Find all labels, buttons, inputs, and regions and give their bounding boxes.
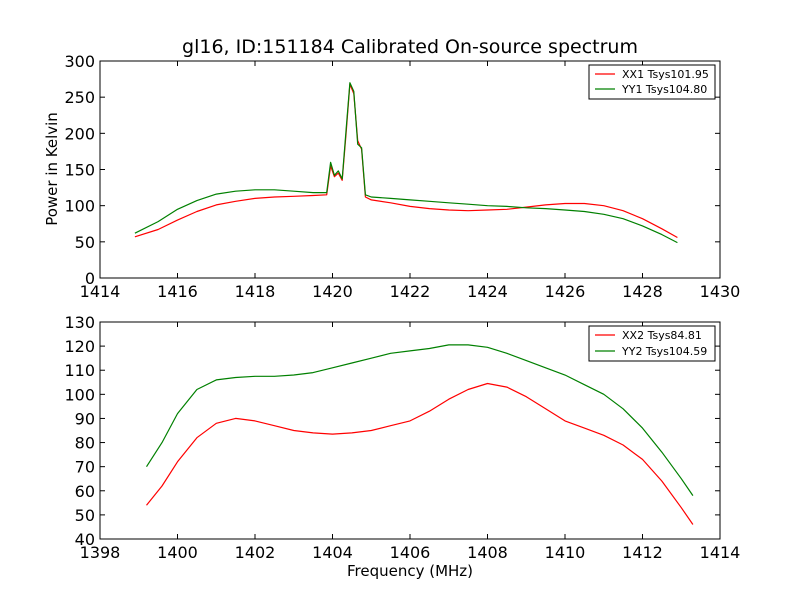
x-tick-label: 1402 [235, 543, 276, 562]
y-tick-label: 110 [64, 361, 95, 380]
legend: XX2 Tsys84.81 YY2 Tsys104.59 [588, 325, 716, 362]
y-tick-label: 130 [64, 313, 95, 332]
y-tick-label: 90 [75, 409, 95, 428]
y-tick-label: 80 [75, 434, 95, 453]
x-tick-label: 1424 [467, 282, 508, 301]
legend-label-xx1: XX1 Tsys101.95 [622, 68, 709, 81]
y-tick-label: 50 [75, 506, 95, 525]
series-layer [134, 82, 678, 244]
x-tick-label: 1400 [157, 543, 198, 562]
y-tick-label: 60 [75, 482, 95, 501]
plot-frame [99, 321, 721, 540]
x-tick-label: 1404 [312, 543, 353, 562]
series-line-yy1 [134, 82, 678, 244]
y-tick-label: 250 [64, 88, 95, 107]
y-tick-label: 100 [64, 385, 95, 404]
legend-label-xx2: XX2 Tsys84.81 [622, 329, 702, 342]
y-tick-label: 0 [85, 269, 95, 288]
ticks-layer: 1398 1400 1402 1404 1406 1408 1410 1412 1414 40 50… [64, 313, 740, 562]
legend-label-yy1: YY1 Tsys104.80 [621, 83, 707, 96]
plot-frame [99, 60, 721, 279]
series-line-yy2 [145, 344, 694, 496]
legend: XX1 Tsys101.95 YY1 Tsys104.80 [588, 64, 716, 100]
y-tick-label: 50 [75, 233, 95, 252]
legend-label-yy2: YY2 Tsys104.59 [621, 345, 707, 358]
y-tick-label: 100 [64, 197, 95, 216]
x-tick-label: 1420 [312, 282, 353, 301]
x-tick-label: 1414 [700, 543, 741, 562]
y-tick-label: 200 [64, 124, 95, 143]
y-tick-label: 150 [64, 161, 95, 180]
y-axis-label: Power in Kelvin [43, 112, 61, 226]
x-tick-label: 1414 [80, 282, 121, 301]
x-tick-label: 1430 [700, 282, 741, 301]
legend-box [588, 64, 716, 100]
x-axis-label: Frequency (MHz) [347, 562, 473, 580]
x-tick-label: 1410 [545, 543, 586, 562]
x-tick-label: 1398 [80, 543, 121, 562]
bottom-chart: Frequency (MHz) 1398 1400 1402 1404 1406 1408… [64, 313, 740, 580]
x-tick-label: 1426 [545, 282, 586, 301]
y-tick-label: 70 [75, 458, 95, 477]
x-tick-label: 1416 [157, 282, 198, 301]
x-tick-label: 1422 [390, 282, 431, 301]
x-tick-label: 1408 [467, 543, 508, 562]
x-tick-label: 1412 [622, 543, 663, 562]
top-chart: gl16, ID:151184 Calibrated On-source spe… [43, 36, 740, 301]
series-line-xx2 [146, 382, 694, 525]
chart-title: gl16, ID:151184 Calibrated On-source spe… [182, 36, 638, 58]
y-tick-label: 40 [75, 530, 95, 549]
ticks-layer: 1414 1416 1418 1420 1422 1424 1426 1428 1430 0 50 1… [64, 52, 740, 301]
y-tick-label: 120 [64, 337, 95, 356]
legend-box [588, 325, 716, 362]
series-layer [145, 344, 694, 525]
y-tick-label: 300 [64, 52, 95, 71]
series-line-xx1 [134, 83, 678, 239]
x-tick-label: 1406 [390, 543, 431, 562]
x-tick-label: 1418 [235, 282, 276, 301]
x-tick-label: 1428 [622, 282, 663, 301]
